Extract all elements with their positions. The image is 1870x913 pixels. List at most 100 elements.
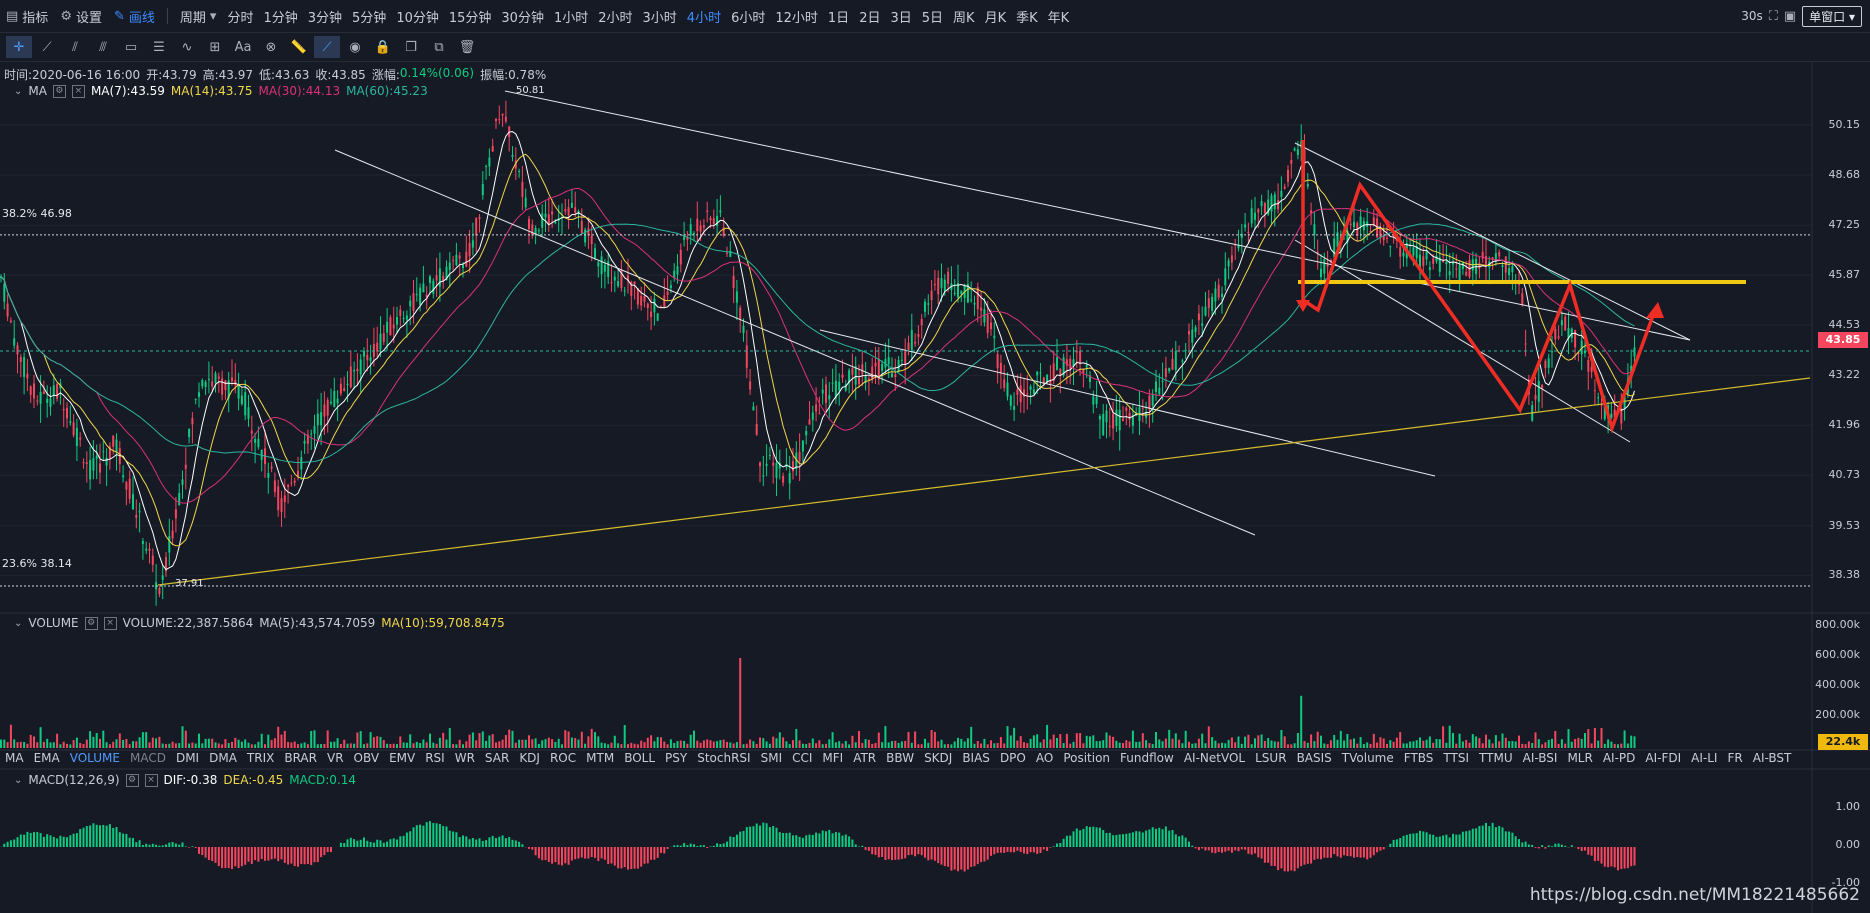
indicator-tab-ai-li[interactable]: AI-LI	[1691, 751, 1718, 765]
ma-settings-icon[interactable]: ⚙	[52, 84, 66, 98]
interval-11[interactable]: 6小时	[731, 10, 766, 26]
interval-1[interactable]: 1分钟	[263, 10, 298, 26]
indicator-tab-ttsi[interactable]: TTSI	[1443, 751, 1470, 765]
indicator-button[interactable]: ▤ 指标	[0, 7, 54, 26]
indicator-tab-ai-netvol[interactable]: AI-NetVOL	[1183, 751, 1246, 765]
continuous-draw-tool[interactable]: ⟋	[314, 36, 340, 58]
magnet-tool[interactable]: ⊗	[258, 36, 284, 58]
interval-13[interactable]: 1日	[827, 10, 850, 26]
indicator-tab-boll[interactable]: BOLL	[624, 751, 656, 765]
interval-10[interactable]: 4小时	[686, 10, 722, 26]
channel-tool[interactable]: ⫽	[62, 36, 88, 58]
wave-tool[interactable]: ∿	[174, 36, 200, 58]
interval-4[interactable]: 10分钟	[396, 10, 439, 26]
crosshair-tool[interactable]: ✛	[6, 36, 32, 58]
interval-0[interactable]: 分时	[227, 10, 254, 26]
interval-7[interactable]: 1小时	[553, 10, 589, 26]
macd-settings-icon[interactable]: ⚙	[125, 773, 139, 787]
indicator-tab-vr[interactable]: VR	[326, 751, 344, 765]
indicator-tab-roc[interactable]: ROC	[549, 751, 577, 765]
interval-2[interactable]: 3分钟	[307, 10, 343, 26]
indicator-tab-ftbs[interactable]: FTBS	[1403, 751, 1434, 765]
collapse-icon[interactable]: ⌄	[14, 774, 23, 786]
settings-button[interactable]: ⚙ 设置	[54, 7, 108, 26]
macd-close-icon[interactable]: ×	[144, 773, 158, 787]
indicator-tab-ai-fdi[interactable]: AI-FDI	[1645, 751, 1682, 765]
draw-button[interactable]: ✎ 画线	[108, 7, 161, 26]
indicator-tab-mfi[interactable]: MFI	[822, 751, 844, 765]
delete-tool[interactable]: 🗑	[454, 36, 480, 58]
indicator-tab-kdj[interactable]: KDJ	[519, 751, 540, 765]
screenshot-tool[interactable]: ⧉	[426, 36, 452, 58]
indicator-tab-stochrsi[interactable]: StochRSI	[697, 751, 751, 765]
grid-tool[interactable]: ⊞	[202, 36, 228, 58]
volume-settings-icon[interactable]: ⚙	[84, 616, 98, 630]
volume-close-icon[interactable]: ×	[103, 616, 117, 630]
interval-5[interactable]: 15分钟	[448, 10, 492, 26]
indicator-tab-ema[interactable]: EMA	[33, 751, 60, 765]
indicator-tab-obv[interactable]: OBV	[353, 751, 380, 765]
fullscreen-icon[interactable]: ⛶	[1768, 8, 1778, 24]
indicator-tab-wr[interactable]: WR	[454, 751, 475, 765]
indicator-tab-rsi[interactable]: RSI	[425, 751, 445, 765]
indicator-tab-position[interactable]: Position	[1063, 751, 1111, 765]
indicator-tab-psy[interactable]: PSY	[665, 751, 688, 765]
text-tool[interactable]: Aa	[230, 36, 256, 58]
indicator-tab-dma[interactable]: DMA	[209, 751, 237, 765]
period-dropdown[interactable]: 周期 ▾	[174, 7, 223, 26]
indicator-tab-lsur[interactable]: LSUR	[1255, 751, 1287, 765]
indicator-tab-mtm[interactable]: MTM	[586, 751, 615, 765]
interval-18[interactable]: 月K	[984, 10, 1007, 26]
refresh-rate[interactable]: 30s	[1741, 9, 1763, 23]
indicator-tab-tvolume[interactable]: TVolume	[1341, 751, 1394, 765]
lock-tool[interactable]: 🔒	[370, 36, 396, 58]
indicator-tab-bbw[interactable]: BBW	[886, 751, 915, 765]
interval-20[interactable]: 年K	[1047, 10, 1070, 26]
visibility-tool[interactable]: ◉	[342, 36, 368, 58]
indicator-tab-ai-bst[interactable]: AI-BST	[1752, 751, 1792, 765]
indicator-tab-fr[interactable]: FR	[1727, 751, 1743, 765]
indicator-tab-ma[interactable]: MA	[5, 751, 24, 765]
ma-close-icon[interactable]: ×	[71, 84, 85, 98]
indicator-tab-cci[interactable]: CCI	[792, 751, 813, 765]
indicator-tab-ai-bsi[interactable]: AI-BSI	[1522, 751, 1558, 765]
interval-19[interactable]: 季K	[1016, 10, 1038, 26]
copy-tool[interactable]: ❐	[398, 36, 424, 58]
indicator-tab-fundflow[interactable]: Fundflow	[1120, 751, 1174, 765]
ruler-tool[interactable]: 📏	[286, 36, 312, 58]
window-mode-button[interactable]: 单窗口 ▾	[1802, 5, 1862, 27]
interval-6[interactable]: 30分钟	[501, 10, 544, 26]
indicator-tab-ai-pd[interactable]: AI-PD	[1602, 751, 1636, 765]
rectangle-tool[interactable]: ▭	[118, 36, 144, 58]
interval-16[interactable]: 5日	[921, 10, 944, 26]
interval-15[interactable]: 3日	[890, 10, 912, 26]
interval-12[interactable]: 12小时	[775, 10, 818, 26]
indicator-tab-dmi[interactable]: DMI	[175, 751, 200, 765]
interval-9[interactable]: 3小时	[642, 10, 677, 26]
interval-17[interactable]: 周K	[953, 10, 975, 26]
indicator-tab-atr[interactable]: ATR	[853, 751, 877, 765]
indicator-tab-trix[interactable]: TRIX	[246, 751, 275, 765]
indicator-tab-smi[interactable]: SMI	[760, 751, 783, 765]
indicator-tab-brar[interactable]: BRAR	[284, 751, 317, 765]
indicator-tab-mlr[interactable]: MLR	[1567, 751, 1593, 765]
indicator-tab-skdj[interactable]: SKDJ	[924, 751, 953, 765]
indicator-tab-sar[interactable]: SAR	[484, 751, 510, 765]
multi-line-tool[interactable]: ⫻	[90, 36, 116, 58]
indicator-tab-dpo[interactable]: DPO	[999, 751, 1026, 765]
indicator-tab-macd[interactable]: MACD	[129, 751, 166, 765]
indicator-tab-emv[interactable]: EMV	[389, 751, 416, 765]
collapse-icon[interactable]: ⌄	[14, 617, 23, 629]
line-tool[interactable]: ⟋	[34, 36, 60, 58]
camera-icon[interactable]: ▣	[1783, 8, 1797, 24]
indicator-tab-volume[interactable]: VOLUME	[69, 751, 120, 765]
indicator-tab-basis[interactable]: BASIS	[1296, 751, 1332, 765]
interval-3[interactable]: 5分钟	[352, 10, 387, 26]
interval-14[interactable]: 2日	[859, 10, 881, 26]
fib-tool[interactable]: ☰	[146, 36, 172, 58]
indicator-tab-ttmu[interactable]: TTMU	[1479, 751, 1513, 765]
interval-8[interactable]: 2小时	[598, 10, 633, 26]
collapse-icon[interactable]: ⌄	[14, 85, 23, 97]
indicator-tab-ao[interactable]: AO	[1035, 751, 1054, 765]
